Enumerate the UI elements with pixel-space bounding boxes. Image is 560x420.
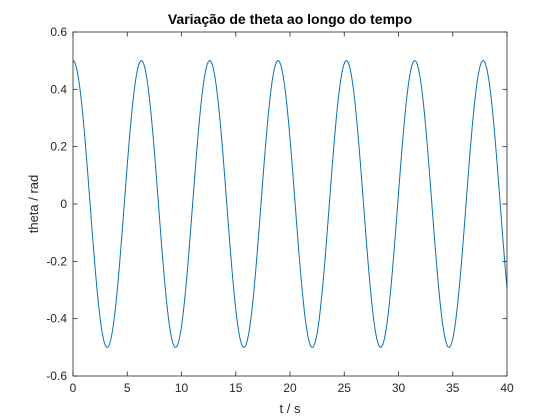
y-tick-label: 0.2	[50, 140, 67, 154]
y-tick-label: -0.4	[46, 312, 67, 326]
y-tick-label: 0.4	[50, 82, 67, 96]
series-layer	[72, 60, 508, 348]
y-tick-label: -0.2	[46, 254, 67, 268]
y-axis-label: theta / rad	[26, 175, 41, 234]
y-tick-label: 0.6	[50, 25, 67, 39]
x-tick-label: 5	[124, 381, 131, 395]
x-tick-label: 35	[446, 381, 460, 395]
x-tick-label: 40	[500, 381, 514, 395]
y-tick-label: -0.6	[46, 369, 67, 383]
ticks-layer	[72, 31, 508, 377]
x-tick-label: 15	[229, 381, 243, 395]
labels-layer: 0 5 10 15 20 25 30 35 40 -0.6 -0.4 -0.2 0 0.2 0.4 0.6	[46, 25, 514, 395]
plot-area	[73, 32, 507, 376]
x-tick-label: 20	[283, 381, 297, 395]
x-tick-label: 10	[175, 381, 189, 395]
series-line-0	[72, 60, 508, 348]
chart-title: Variação de theta ao longo do tempo	[168, 11, 412, 27]
x-axis-label: t / s	[280, 401, 301, 416]
y-tick-label: 0	[60, 197, 67, 211]
x-tick-label: 30	[392, 381, 406, 395]
x-tick-label: 0	[70, 381, 77, 395]
x-tick-label: 25	[338, 381, 352, 395]
